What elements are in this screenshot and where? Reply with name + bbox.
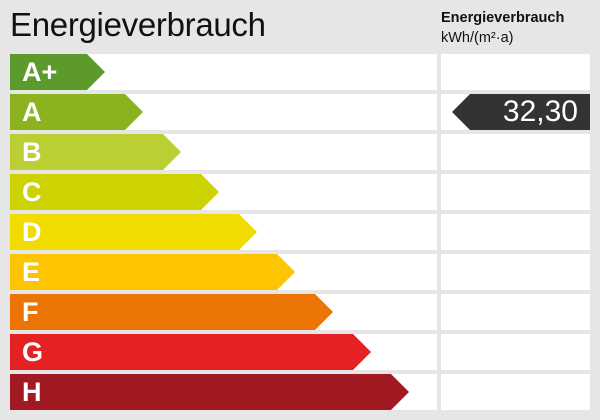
class-label: D bbox=[22, 217, 42, 247]
class-label: C bbox=[22, 177, 42, 207]
value-cell bbox=[441, 54, 590, 90]
class-arrow: E bbox=[10, 254, 295, 290]
class-row: D bbox=[10, 214, 590, 250]
value-cell bbox=[441, 254, 590, 290]
unit-label: Energieverbrauch bbox=[441, 10, 565, 26]
bar-track: A+ bbox=[10, 54, 437, 90]
class-arrow: H bbox=[10, 374, 409, 410]
class-row: E bbox=[10, 254, 590, 290]
bar-track: D bbox=[10, 214, 437, 250]
value-cell bbox=[441, 294, 590, 330]
bar-track: B bbox=[10, 134, 437, 170]
class-arrow: F bbox=[10, 294, 333, 330]
class-arrow: A+ bbox=[10, 54, 105, 90]
class-label: E bbox=[22, 257, 41, 287]
value-badge: 32,30 bbox=[452, 94, 590, 130]
value-cell bbox=[441, 174, 590, 210]
value-cell bbox=[441, 334, 590, 370]
bar-track: F bbox=[10, 294, 437, 330]
unit-value: kWh/(m²·a) bbox=[441, 30, 514, 46]
value-text: 32,30 bbox=[502, 95, 578, 128]
bar-track: C bbox=[10, 174, 437, 210]
class-arrow: D bbox=[10, 214, 257, 250]
class-label: G bbox=[22, 337, 44, 367]
bar-track: G bbox=[10, 334, 437, 370]
class-row: A 32,30 bbox=[10, 94, 590, 130]
class-row: B bbox=[10, 134, 590, 170]
page-title: Energieverbrauch bbox=[10, 6, 266, 43]
class-row: G bbox=[10, 334, 590, 370]
unit-header: Energieverbrauch kWh/(m²·a) bbox=[441, 8, 564, 48]
class-label: H bbox=[22, 377, 42, 407]
class-label: B bbox=[22, 137, 42, 167]
bar-track: H bbox=[10, 374, 437, 410]
class-arrow: B bbox=[10, 134, 181, 170]
class-label: F bbox=[22, 297, 39, 327]
value-cell bbox=[441, 134, 590, 170]
class-row: A+ bbox=[10, 54, 590, 90]
bar-track: E bbox=[10, 254, 437, 290]
bar-track: A bbox=[10, 94, 437, 130]
class-label: A bbox=[22, 97, 42, 127]
value-cell bbox=[441, 214, 590, 250]
value-cell bbox=[441, 374, 590, 410]
class-row: H bbox=[10, 374, 590, 410]
class-arrow: A bbox=[10, 94, 143, 130]
class-arrow: C bbox=[10, 174, 219, 210]
class-arrow: G bbox=[10, 334, 371, 370]
class-row: C bbox=[10, 174, 590, 210]
class-row: F bbox=[10, 294, 590, 330]
class-label: A+ bbox=[22, 57, 58, 87]
